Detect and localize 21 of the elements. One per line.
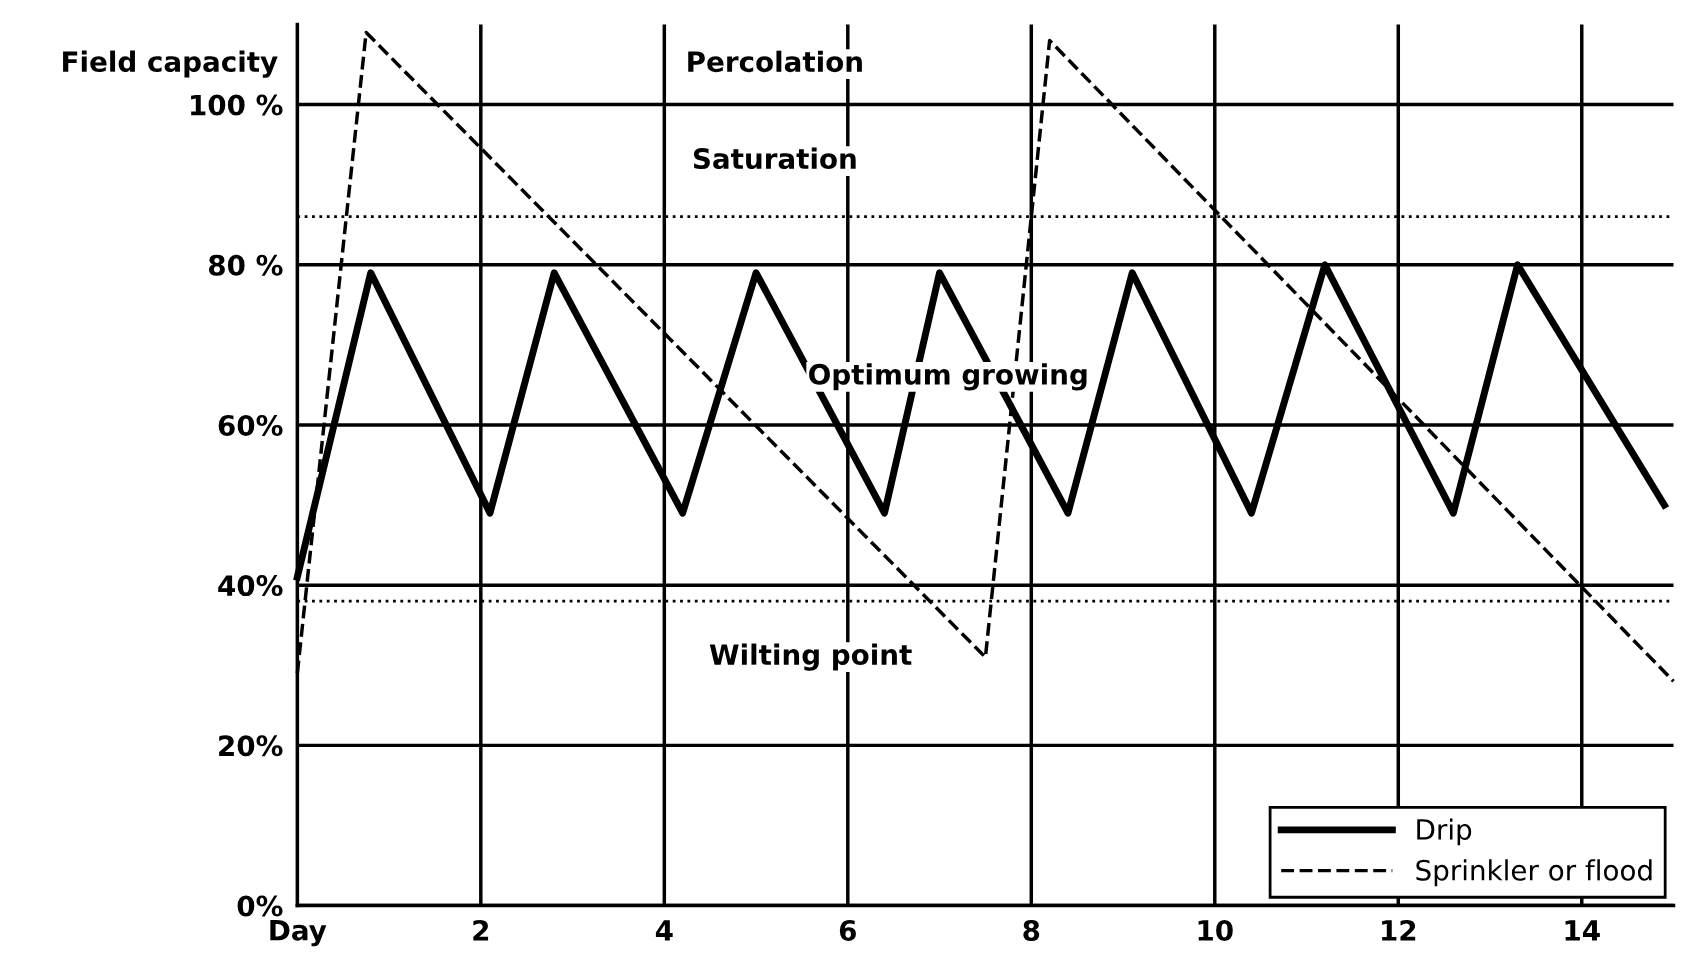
annotation: Optimum growing — [809, 363, 1087, 391]
annotation: Saturation — [693, 147, 856, 170]
x-tick-label: 4 — [655, 920, 673, 941]
x-tick-label: 14 — [1565, 920, 1600, 941]
y-tick-label: 40% — [218, 575, 283, 597]
x-tick-label: 8 — [1023, 919, 1040, 941]
y-tick-label: 20% — [219, 735, 283, 757]
x-tick-label: 10 — [1198, 919, 1233, 941]
x-tick-label: 12 — [1382, 919, 1416, 941]
y-tick-label: 80 % — [208, 254, 283, 276]
legend-label: Drip — [1417, 818, 1472, 846]
annotation: Wilting point — [709, 643, 912, 671]
legend-label: Sprinkler or flood — [1416, 859, 1652, 887]
y-tick-label: 0% — [237, 895, 283, 917]
y-tick-label: 100 % — [191, 94, 283, 116]
x-tick-label: Day — [270, 920, 327, 947]
annotation: Percolation — [688, 50, 862, 73]
x-tick-label: 2 — [473, 919, 489, 941]
x-tick-label: 6 — [839, 919, 856, 941]
y-tick-label: 60% — [218, 414, 283, 436]
text: Field capacity — [63, 50, 278, 78]
